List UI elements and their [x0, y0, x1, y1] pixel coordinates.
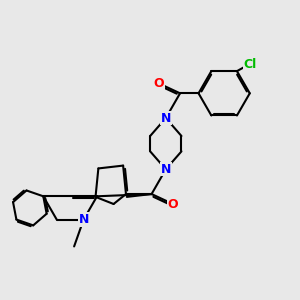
Text: N: N: [78, 213, 89, 226]
Text: N: N: [160, 163, 171, 176]
Text: Cl: Cl: [243, 58, 256, 70]
Text: O: O: [168, 197, 178, 211]
Text: N: N: [160, 112, 171, 124]
Text: O: O: [153, 77, 164, 90]
